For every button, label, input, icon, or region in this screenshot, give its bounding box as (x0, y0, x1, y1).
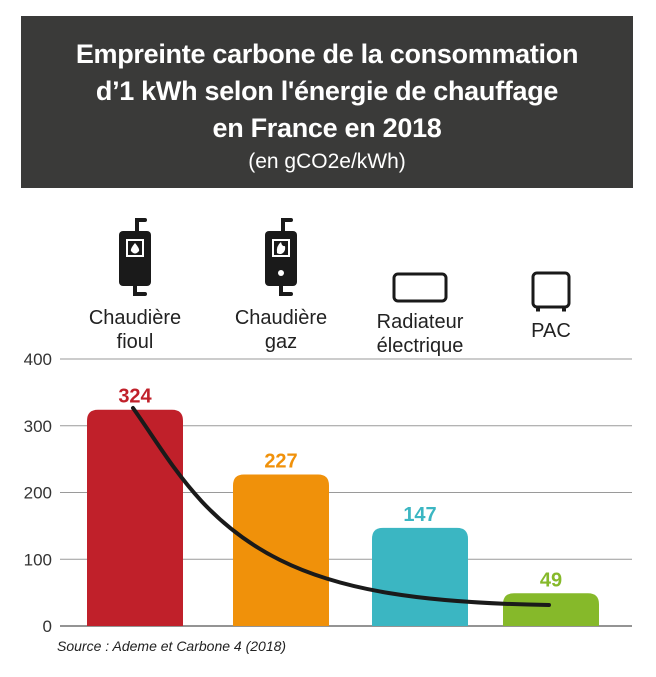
chart-title-line-2: d’1 kWh selon l'énergie de chauffage (95, 76, 559, 106)
data-label: 324 (118, 386, 152, 408)
y-tick-label: 400 (24, 350, 52, 369)
data-label: 49 (540, 569, 562, 591)
category-label: PAC (531, 320, 571, 342)
title-banner: Empreinte carbone de la consommation d’1… (21, 16, 633, 188)
trend-curve (131, 406, 551, 607)
category-label: Chaudière fioul (89, 307, 181, 353)
data-label: 227 (264, 450, 297, 472)
chart-title-line-3: en France en 2018 (212, 113, 442, 143)
gas-boiler-icon (265, 218, 297, 296)
data-label: 147 (403, 504, 436, 526)
bar (233, 474, 329, 626)
y-tick-label: 0 (43, 617, 52, 636)
chart-title-line-1: Empreinte carbone de la consommation (75, 39, 579, 69)
chart-subtitle: (en gCO2e/kWh) (248, 150, 406, 173)
y-tick-label: 100 (24, 550, 52, 569)
y-tick-label: 200 (24, 484, 52, 503)
bar (503, 593, 599, 626)
source-note: Source : Ademe et Carbone 4 (2018) (57, 638, 287, 654)
electric-radiator-icon (392, 272, 448, 303)
bar (87, 409, 183, 626)
y-tick-label: 300 (24, 417, 52, 436)
bar (372, 527, 468, 626)
category-label: Chaudière gaz (235, 307, 327, 353)
fuel-boiler-icon (119, 218, 151, 296)
heat-pump-icon (531, 271, 571, 312)
category-label: Radiateur électrique (377, 311, 464, 357)
